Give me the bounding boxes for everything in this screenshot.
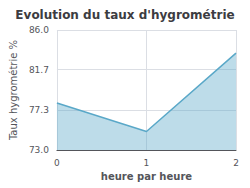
svg-text:86.0: 86.0 <box>29 25 49 35</box>
svg-text:Taux hygrométrie %: Taux hygrométrie % <box>8 40 19 141</box>
svg-text:81.7: 81.7 <box>29 65 49 75</box>
svg-text:Evolution du taux d'hygrométri: Evolution du taux d'hygrométrie <box>15 8 234 22</box>
svg-text:73.0: 73.0 <box>29 145 49 155</box>
svg-text:2: 2 <box>233 158 239 168</box>
svg-text:0: 0 <box>54 158 60 168</box>
svg-text:heure par heure: heure par heure <box>101 171 192 182</box>
svg-text:1: 1 <box>144 158 150 168</box>
svg-text:77.3: 77.3 <box>29 105 49 115</box>
